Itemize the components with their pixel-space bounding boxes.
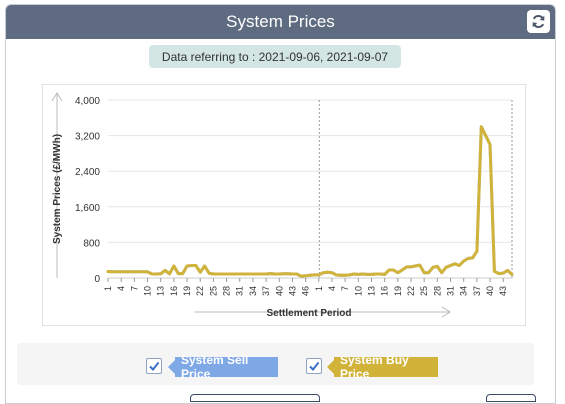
x-tick-label: 37	[261, 286, 271, 296]
panel-header: System Prices	[6, 5, 555, 39]
y-axis-label: System Prices (£/MWh)	[52, 134, 63, 244]
x-tick-label: 19	[182, 286, 192, 296]
date-range-badge: Data referring to : 2021-09-06, 2021-09-…	[149, 45, 401, 68]
y-tick-label: 3,200	[75, 132, 100, 143]
x-tick-label: 31	[446, 286, 456, 296]
x-tick-label: 7	[129, 286, 139, 291]
refresh-button[interactable]	[527, 10, 550, 33]
chart-container	[42, 84, 526, 326]
panel-title: System Prices	[226, 12, 335, 31]
bottom-button-right[interactable]	[486, 394, 536, 402]
x-axis-arrow-head	[441, 306, 451, 318]
x-tick-label: 1	[314, 286, 324, 291]
x-tick-label: 28	[432, 286, 442, 296]
x-tick-label: 10	[143, 286, 153, 296]
x-tick-label: 34	[459, 286, 469, 296]
x-tick-label: 43	[498, 286, 508, 296]
x-tick-label: 43	[287, 286, 297, 296]
x-tick-label: 4	[327, 286, 337, 291]
checkmark-icon	[309, 361, 320, 372]
y-tick-label: 4,000	[75, 96, 100, 107]
x-axis-label: Settlement Period	[266, 308, 351, 319]
x-tick-label: 10	[353, 286, 363, 296]
x-tick-label: 16	[169, 286, 179, 296]
x-tick-label: 1	[103, 286, 113, 291]
y-axis-arrow-head	[51, 92, 63, 102]
x-tick-label: 19	[393, 286, 403, 296]
refresh-icon	[532, 14, 545, 29]
y-tick-label: 0	[94, 274, 100, 285]
x-tick-label: 25	[419, 286, 429, 296]
x-tick-label: 25	[208, 286, 218, 296]
sell-price-legend-label[interactable]: System Sell Price	[168, 353, 278, 381]
sell-price-checkbox[interactable]	[146, 358, 162, 374]
x-tick-label: 16	[380, 286, 390, 296]
y-tick-label: 2,400	[75, 167, 100, 178]
x-tick-label: 40	[485, 286, 495, 296]
y-tick-label: 1,600	[75, 203, 100, 214]
x-tick-label: 28	[222, 286, 232, 296]
x-tick-label: 13	[366, 286, 376, 296]
x-tick-label: 37	[472, 286, 482, 296]
bottom-button-left[interactable]	[190, 394, 320, 402]
x-tick-label: 34	[248, 286, 258, 296]
x-tick-label: 40	[274, 286, 284, 296]
series-line-sell-price	[106, 125, 514, 278]
checkmark-icon	[149, 361, 160, 372]
y-tick-label: 800	[83, 238, 100, 249]
x-tick-label: 22	[195, 286, 205, 296]
x-tick-label: 22	[406, 286, 416, 296]
series-line-buy-price	[106, 125, 514, 278]
x-tick-label: 31	[235, 286, 245, 296]
x-tick-label: 13	[156, 286, 166, 296]
buy-price-legend-label[interactable]: System Buy Price	[327, 353, 438, 381]
system-prices-panel: System Prices	[5, 4, 556, 404]
x-tick-label: 46	[301, 286, 311, 296]
buy-price-checkbox[interactable]	[306, 358, 322, 374]
x-tick-label: 4	[116, 286, 126, 291]
x-tick-label: 7	[340, 286, 350, 291]
